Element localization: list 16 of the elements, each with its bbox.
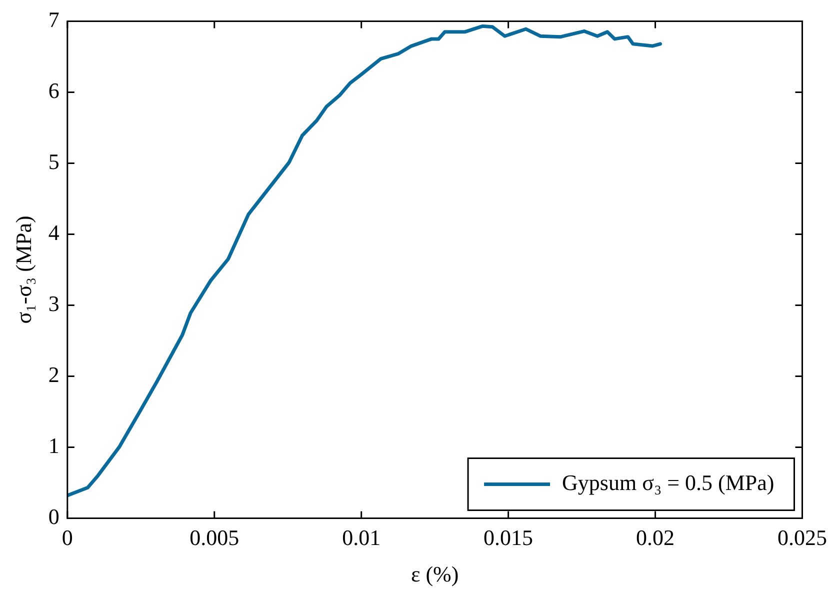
x-tick-label: 0.01 xyxy=(342,525,381,550)
y-tick-label: 4 xyxy=(48,220,60,245)
y-tick-label: 0 xyxy=(48,504,60,529)
x-tick-label: 0.025 xyxy=(778,525,827,550)
x-tick-label: 0.015 xyxy=(484,525,534,550)
y-tick-label: 2 xyxy=(48,362,60,387)
y-tick-label: 1 xyxy=(48,432,60,458)
x-tick-label: 0.005 xyxy=(190,525,240,550)
y-tick-label: 6 xyxy=(48,78,60,103)
y-tick-label: 3 xyxy=(48,290,60,316)
y-tick-label: 5 xyxy=(48,148,60,174)
x-axis-title: ε (%) xyxy=(410,562,459,587)
x-tick-label: 0.02 xyxy=(636,525,675,550)
y-tick-label: 7 xyxy=(48,6,60,32)
legend-label: Gypsum σ₃ = 0.5 (MPa) xyxy=(562,470,774,495)
y-axis-title: σ₁-σ₃ (MPa) xyxy=(10,216,36,324)
